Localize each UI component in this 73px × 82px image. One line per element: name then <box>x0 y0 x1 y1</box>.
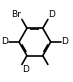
Text: D: D <box>1 37 8 46</box>
Text: D: D <box>22 65 29 74</box>
Text: Br: Br <box>11 10 21 19</box>
Text: D: D <box>48 10 55 19</box>
Text: D: D <box>61 37 68 46</box>
